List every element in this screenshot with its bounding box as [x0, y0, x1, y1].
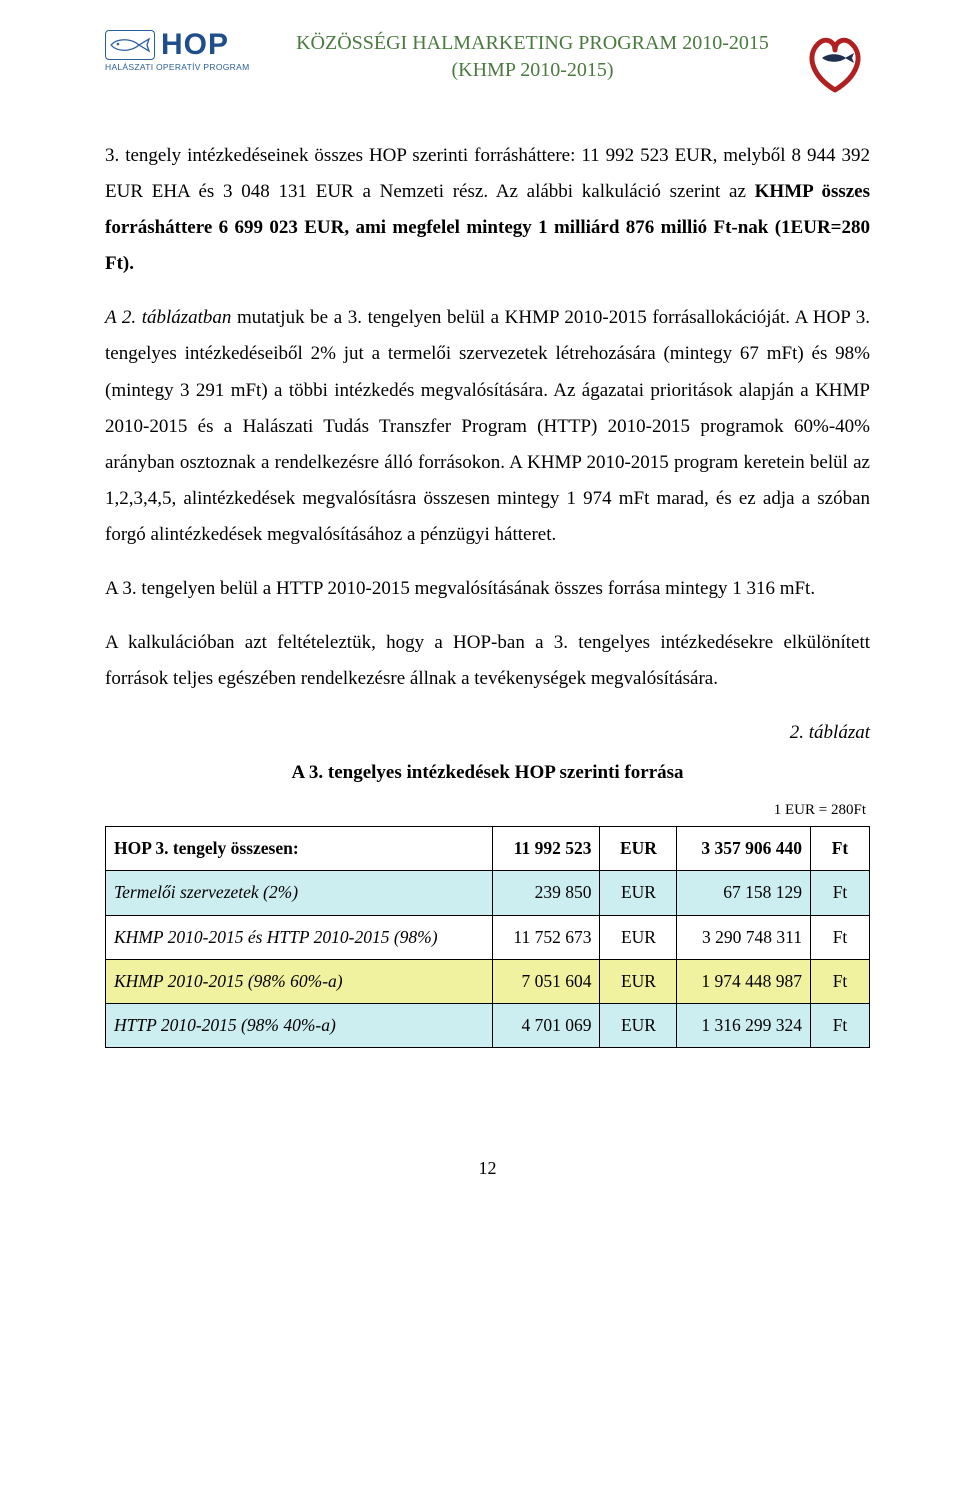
table-cell-ft: 1 316 299 324 — [677, 1004, 811, 1048]
table-cell-label: HTTP 2010-2015 (98% 40%-a) — [106, 1004, 493, 1048]
table-row: HOP 3. tengely összesen:11 992 523EUR3 3… — [106, 827, 870, 871]
table-cell-ft: 3 357 906 440 — [677, 827, 811, 871]
table-unit-note: 1 EUR = 280Ft — [105, 796, 870, 825]
table-cell-ft: 3 290 748 311 — [677, 915, 811, 959]
table-cell-eur-unit: EUR — [600, 827, 677, 871]
table-cell-eur: 11 752 673 — [492, 915, 600, 959]
table-cell-eur-unit: EUR — [600, 915, 677, 959]
table-cell-ft-unit: Ft — [811, 915, 870, 959]
table-cell-eur-unit: EUR — [600, 1004, 677, 1048]
logo-left-subtitle: HALÁSZATI OPERATÍV PROGRAM — [105, 62, 265, 72]
p2-italic: A 2. táblázatban — [105, 307, 231, 328]
p2-run: mutatjuk be a 3. tengelyen belül a KHMP … — [105, 307, 870, 545]
funding-table: HOP 3. tengely összesen:11 992 523EUR3 3… — [105, 826, 870, 1048]
table-cell-ft-unit: Ft — [811, 871, 870, 915]
table-cell-ft: 67 158 129 — [677, 871, 811, 915]
page-number: 12 — [105, 1158, 870, 1179]
table-cell-eur: 7 051 604 — [492, 959, 600, 1003]
logo-left-text: HOP — [161, 28, 229, 62]
funding-table-body: HOP 3. tengely összesen:11 992 523EUR3 3… — [106, 827, 870, 1048]
paragraph-4: A kalkulációban azt feltételeztük, hogy … — [105, 625, 870, 697]
table-caption: 2. táblázat — [105, 715, 870, 751]
header-title: KÖZÖSSÉGI HALMARKETING PROGRAM 2010-2015… — [265, 28, 800, 84]
table-cell-ft-unit: Ft — [811, 1004, 870, 1048]
paragraph-3: A 3. tengelyen belül a HTTP 2010-2015 me… — [105, 571, 870, 607]
table-cell-label: KHMP 2010-2015 (98% 60%-a) — [106, 959, 493, 1003]
table-cell-label: KHMP 2010-2015 és HTTP 2010-2015 (98%) — [106, 915, 493, 959]
table-row: KHMP 2010-2015 és HTTP 2010-2015 (98%)11… — [106, 915, 870, 959]
table-row: Termelői szervezetek (2%)239 850EUR67 15… — [106, 871, 870, 915]
logo-right — [800, 28, 870, 98]
table-cell-eur: 239 850 — [492, 871, 600, 915]
table-row: HTTP 2010-2015 (98% 40%-a)4 701 069EUR1 … — [106, 1004, 870, 1048]
logo-left: HOP HALÁSZATI OPERATÍV PROGRAM — [105, 28, 265, 84]
paragraph-1: 3. tengely intézkedéseinek összes HOP sz… — [105, 138, 870, 282]
table-cell-ft: 1 974 448 987 — [677, 959, 811, 1003]
header-title-line1: KÖZÖSSÉGI HALMARKETING PROGRAM 2010-2015 — [296, 32, 769, 54]
table-title: A 3. tengelyes intézkedések HOP szerinti… — [105, 755, 870, 791]
paragraph-2: A 2. táblázatban mutatjuk be a 3. tengel… — [105, 300, 870, 553]
table-cell-ft-unit: Ft — [811, 827, 870, 871]
table-row: KHMP 2010-2015 (98% 60%-a)7 051 604EUR1 … — [106, 959, 870, 1003]
header-title-line2: (KHMP 2010-2015) — [451, 59, 613, 81]
table-cell-eur: 4 701 069 — [492, 1004, 600, 1048]
table-cell-label: Termelői szervezetek (2%) — [106, 871, 493, 915]
fish-icon — [105, 30, 155, 60]
page-header: HOP HALÁSZATI OPERATÍV PROGRAM KÖZÖSSÉGI… — [105, 28, 870, 98]
table-cell-eur-unit: EUR — [600, 871, 677, 915]
logo-left-top: HOP — [105, 28, 265, 62]
table-cell-eur: 11 992 523 — [492, 827, 600, 871]
table-cell-ft-unit: Ft — [811, 959, 870, 1003]
table-cell-eur-unit: EUR — [600, 959, 677, 1003]
document-page: HOP HALÁSZATI OPERATÍV PROGRAM KÖZÖSSÉGI… — [0, 0, 960, 1490]
heart-fish-icon — [800, 28, 870, 98]
table-cell-label: HOP 3. tengely összesen: — [106, 827, 493, 871]
body-text: 3. tengely intézkedéseinek összes HOP sz… — [105, 138, 870, 1048]
